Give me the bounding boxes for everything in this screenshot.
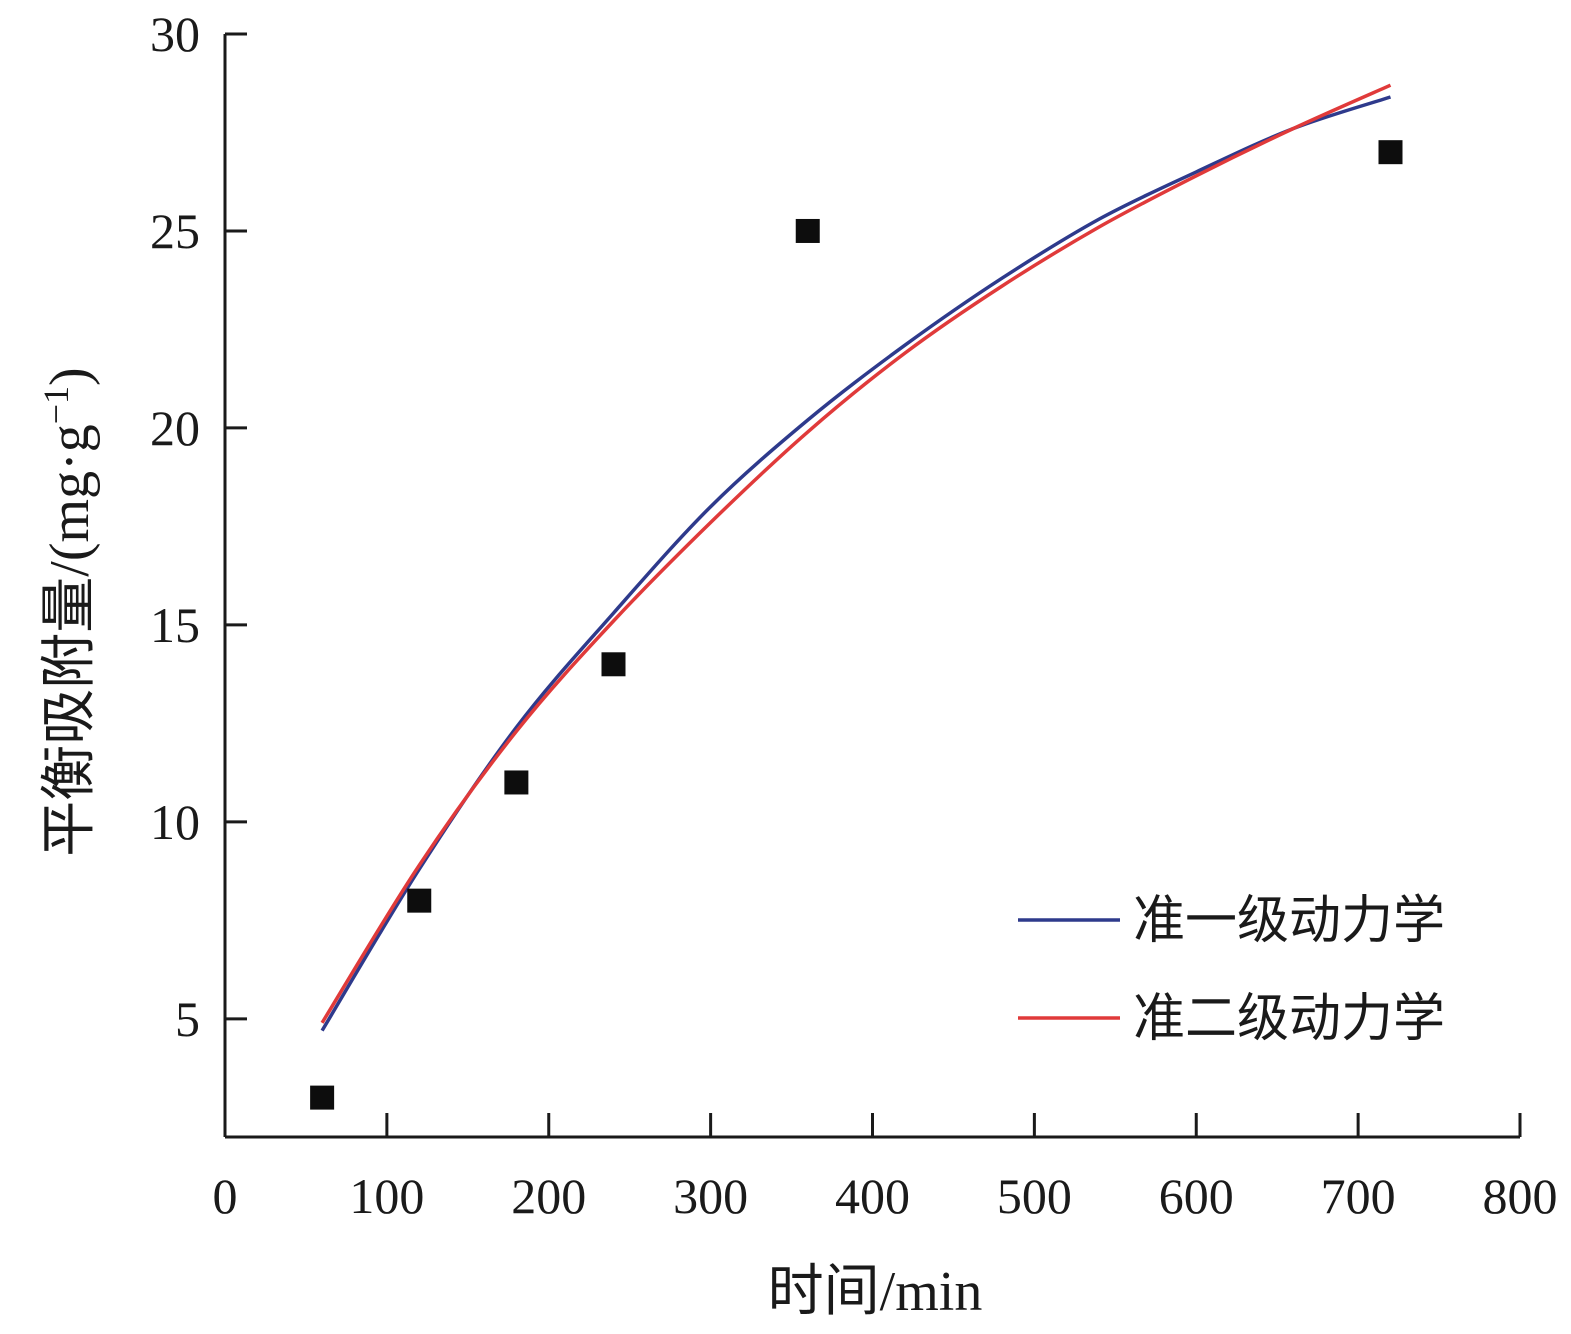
fit-curve-2 — [320, 83, 1392, 1024]
x-axis-title: 时间/min — [768, 1261, 983, 1323]
y-ticks: 5 10 15 20 25 30 — [150, 6, 247, 1047]
x-tick-label: 600 — [1159, 1168, 1234, 1224]
y-tick-label: 10 — [150, 794, 200, 850]
data-point — [1378, 140, 1403, 165]
y-tick-label: 25 — [150, 203, 200, 259]
data-point — [407, 888, 432, 913]
y-tick-label: 15 — [150, 597, 200, 653]
y-tick-label: 30 — [150, 6, 200, 62]
y-tick-label: 20 — [150, 400, 200, 456]
axes — [223, 34, 1520, 1139]
data-point — [310, 1085, 335, 1110]
fit-curve-1 — [320, 95, 1392, 1032]
x-ticks: 0 100 200 300 400 500 600 700 800 — [213, 1113, 1558, 1224]
data-point — [795, 218, 820, 243]
data-point — [601, 652, 626, 677]
y-axis-title-main: 平衡吸附量/(mg·g — [39, 424, 101, 856]
x-tick-label: 300 — [673, 1168, 748, 1224]
x-tick-label: 200 — [511, 1168, 586, 1224]
x-tick-label: 500 — [997, 1168, 1072, 1224]
y-tick-label: 5 — [175, 991, 200, 1047]
y-axis-title-close: ) — [39, 367, 101, 386]
x-tick-label: 700 — [1321, 1168, 1396, 1224]
x-tick-label: 400 — [835, 1168, 910, 1224]
y-axis-title-superscript: −1 — [36, 386, 76, 424]
y-axis-title: 平衡吸附量/(mg·g−1) — [36, 367, 101, 856]
legend-label-2: 准二级动力学 — [1133, 991, 1445, 1048]
fit-curves — [320, 83, 1392, 1032]
x-tick-label: 100 — [349, 1168, 424, 1224]
data-points — [310, 140, 1403, 1110]
x-tick-label: 800 — [1483, 1168, 1558, 1224]
data-point — [504, 770, 529, 795]
x-tick-label: 0 — [213, 1168, 238, 1224]
legend-label-1: 准一级动力学 — [1133, 893, 1445, 950]
